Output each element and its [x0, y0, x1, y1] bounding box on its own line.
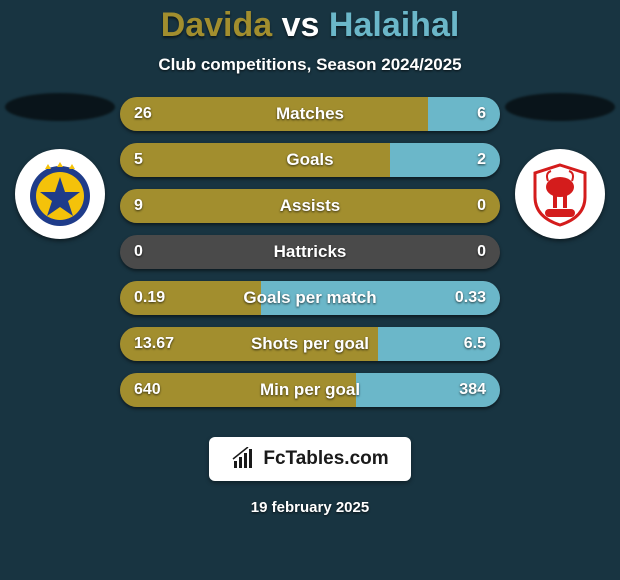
- stat-value-left: 13.67: [134, 335, 174, 353]
- stat-value-right: 2: [477, 151, 486, 169]
- stats-arena: 26 6 Matches 5 2 Goals 9 0 Assists 0 0 Hattricks 0.1…: [0, 97, 620, 407]
- stat-row: 13.67 6.5 Shots per goal: [120, 327, 500, 361]
- stat-row: 640 384 Min per goal: [120, 373, 500, 407]
- stat-label: Hattricks: [274, 242, 347, 262]
- stat-row: 26 6 Matches: [120, 97, 500, 131]
- stat-value-right: 6.5: [464, 335, 486, 353]
- stat-value-left: 0.19: [134, 289, 165, 307]
- stat-label: Shots per goal: [251, 334, 369, 354]
- chart-icon: [231, 447, 255, 471]
- date: 19 february 2025: [0, 499, 620, 516]
- stat-value-left: 26: [134, 105, 152, 123]
- stat-value-right: 0: [477, 197, 486, 215]
- maccabi-badge: [15, 149, 105, 239]
- stat-value-left: 0: [134, 243, 143, 261]
- subtitle: Club competitions, Season 2024/2025: [0, 55, 620, 75]
- stats-list: 26 6 Matches 5 2 Goals 9 0 Assists 0 0 Hattricks 0.1…: [120, 97, 500, 407]
- stat-fill-left: [120, 143, 390, 177]
- title-player1: Davida: [161, 6, 273, 44]
- stat-label: Goals: [286, 150, 333, 170]
- brand-text: FcTables.com: [263, 448, 388, 470]
- title-vs: vs: [282, 6, 320, 44]
- stat-row: 5 2 Goals: [120, 143, 500, 177]
- stat-value-left: 5: [134, 151, 143, 169]
- stat-row: 0 0 Hattricks: [120, 235, 500, 269]
- stat-fill-right: [428, 97, 500, 131]
- avatar-shadow: [505, 93, 615, 121]
- stat-label: Min per goal: [260, 380, 360, 400]
- brand-badge: FcTables.com: [209, 437, 410, 481]
- title-player2: Halaihal: [329, 6, 459, 44]
- avatar-shadow: [5, 93, 115, 121]
- club-crest-left-icon: [25, 159, 95, 229]
- stat-fill-left: [120, 97, 428, 131]
- stat-value-left: 640: [134, 381, 161, 399]
- left-player-column: [0, 93, 120, 239]
- stat-value-right: 0: [477, 243, 486, 261]
- stat-row: 9 0 Assists: [120, 189, 500, 223]
- stat-label: Matches: [276, 104, 344, 124]
- sakhnin-badge: [515, 149, 605, 239]
- stat-value-left: 9: [134, 197, 143, 215]
- stat-label: Assists: [280, 196, 340, 216]
- stat-value-right: 384: [459, 381, 486, 399]
- stat-value-right: 6: [477, 105, 486, 123]
- stat-row: 0.19 0.33 Goals per match: [120, 281, 500, 315]
- page-title: Davida vs Halaihal: [0, 0, 620, 45]
- comparison-card: Davida vs Halaihal Club competitions, Se…: [0, 0, 620, 580]
- stat-label: Goals per match: [243, 288, 376, 308]
- club-crest-right-icon: [525, 159, 595, 229]
- stat-value-right: 0.33: [455, 289, 486, 307]
- right-player-column: [500, 93, 620, 239]
